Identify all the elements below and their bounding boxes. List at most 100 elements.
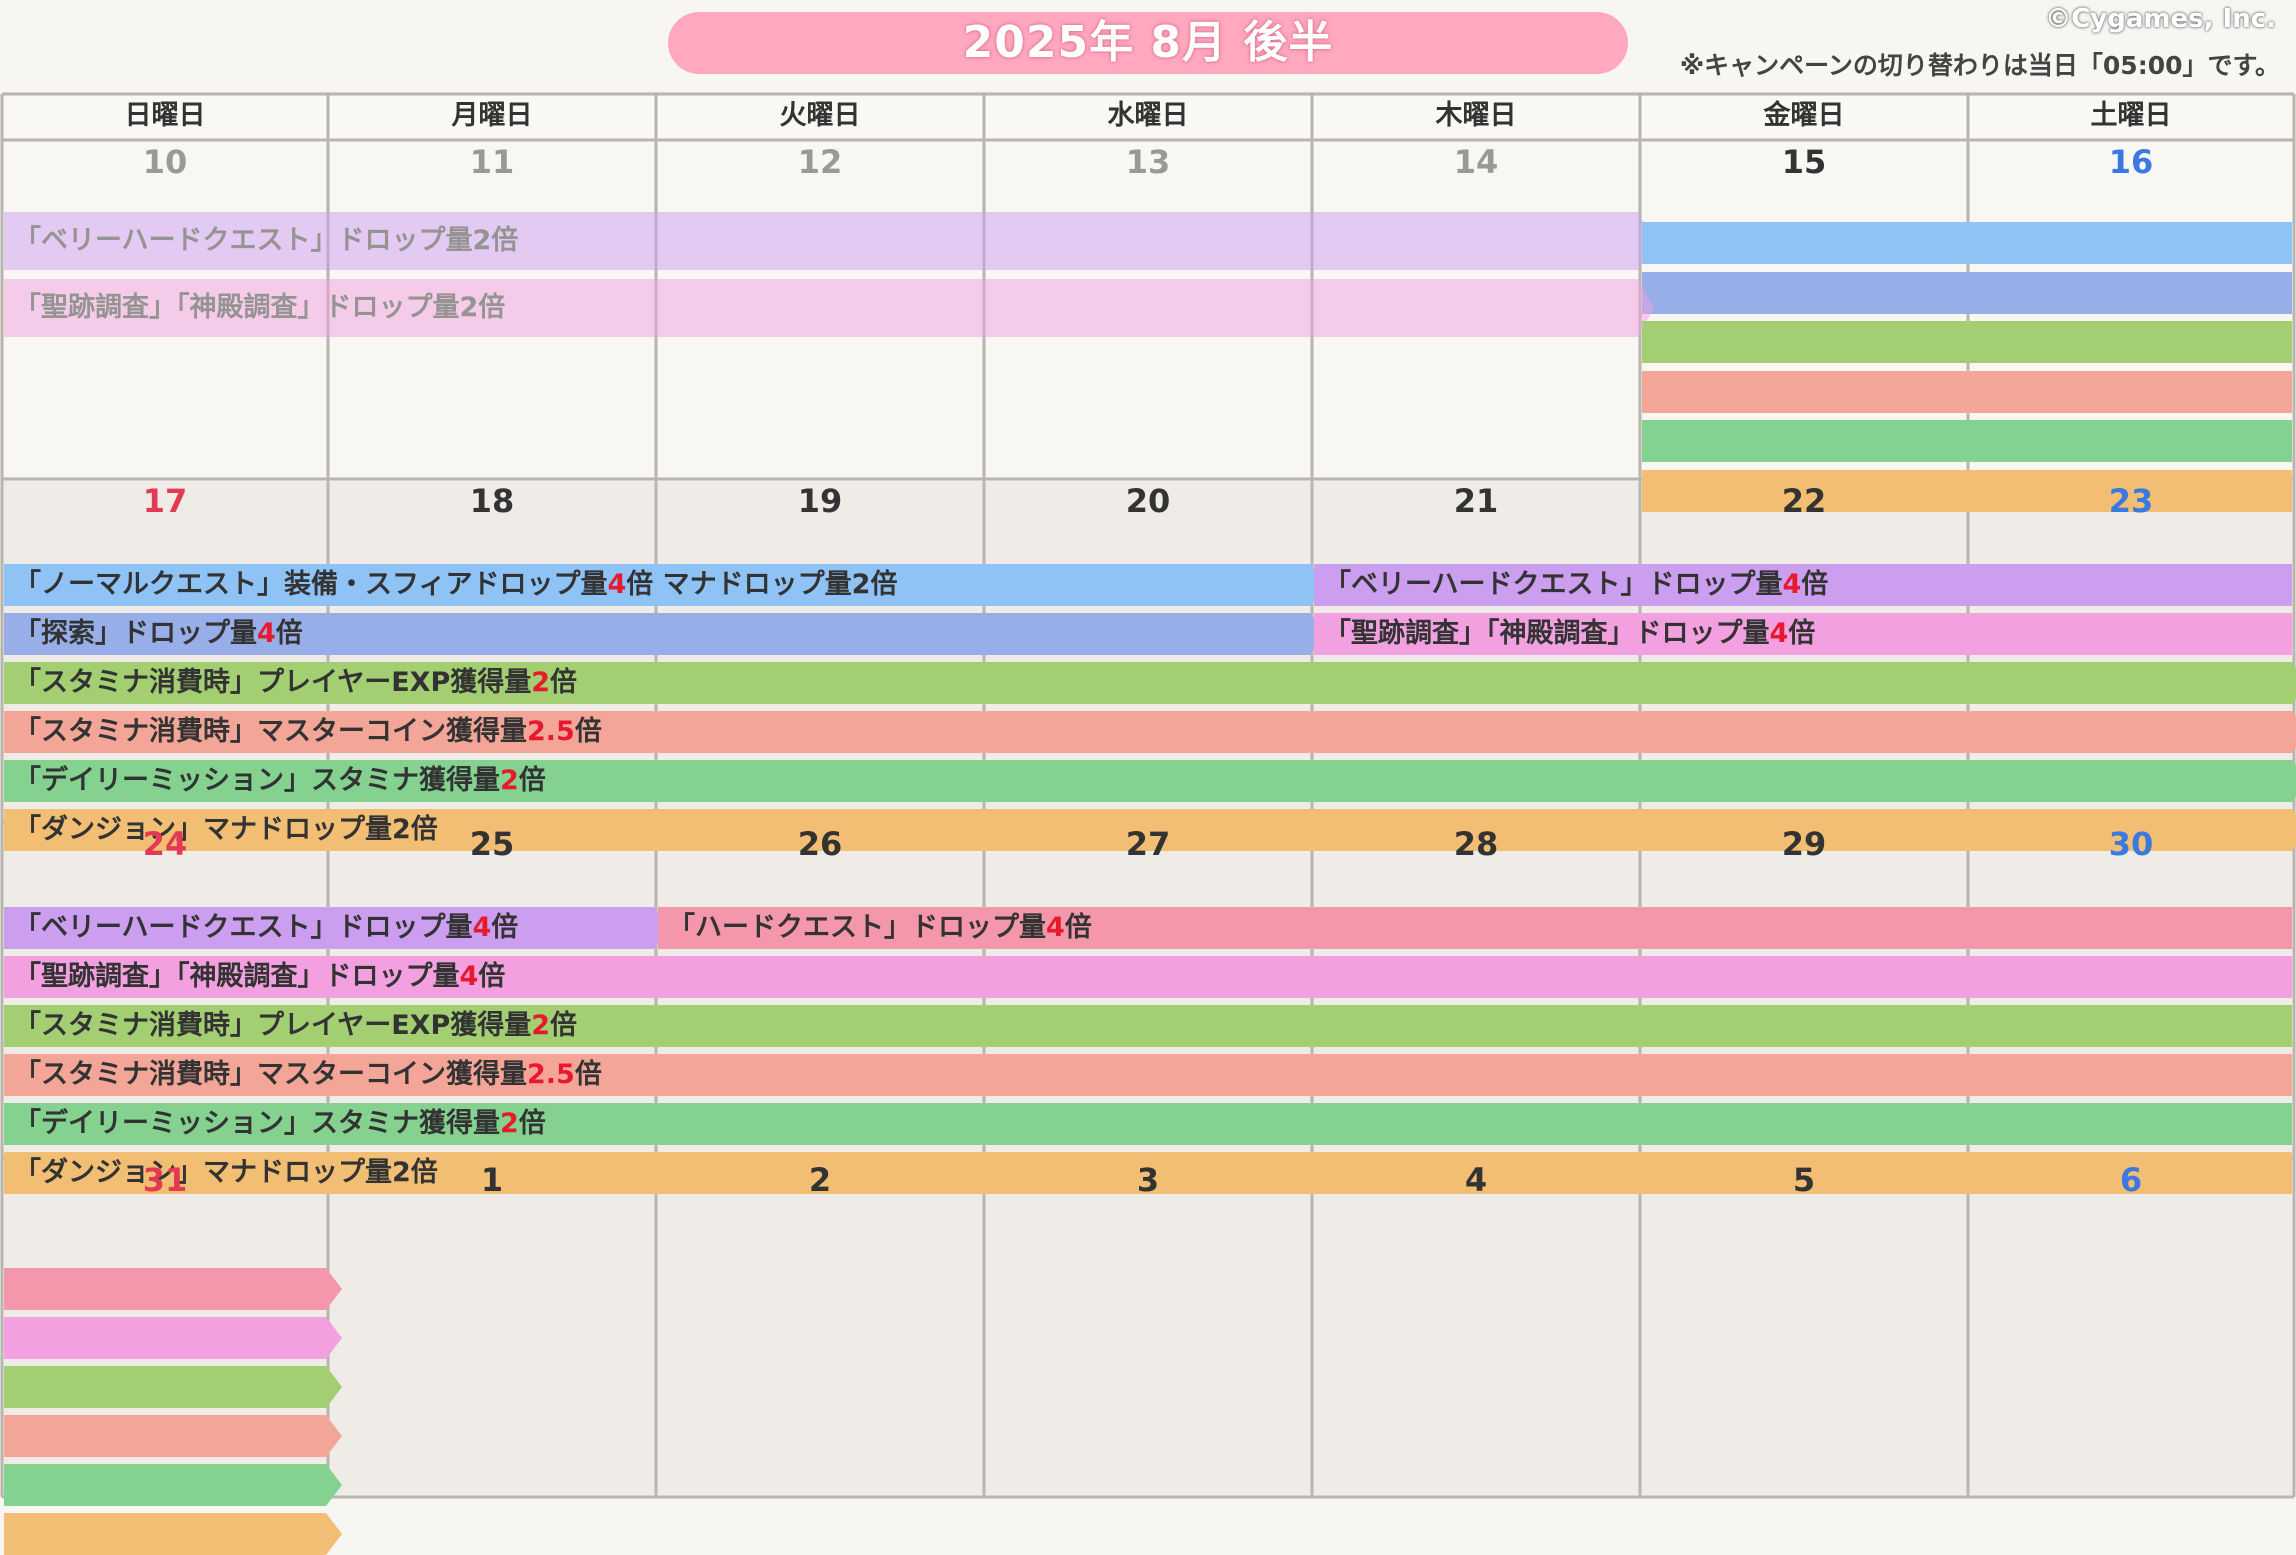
copyright: ©Cygames, Inc. bbox=[2045, 4, 2276, 34]
day-number-19: 19 bbox=[797, 482, 843, 520]
day-number-27: 27 bbox=[1125, 825, 1171, 863]
day-number-11: 11 bbox=[469, 143, 515, 181]
event-label: 「デイリーミッション」スタミナ獲得量 bbox=[14, 765, 500, 796]
day-number-14: 14 bbox=[1453, 143, 1499, 181]
event-bar-veryhard-drop: 「ベリーハードクエスト」ドロップ量4倍 bbox=[4, 907, 670, 949]
event-label: 倍 bbox=[518, 765, 546, 796]
event-bar-seiseki-drop: 「聖跡調査」「神殿調査」ドロップ量4倍 bbox=[4, 956, 2292, 998]
campaign-calendar: 日曜日 月曜日 火曜日 水曜日 木曜日 金曜日 土曜日 10 11 12 13 14 15 16 「ベリー… bbox=[0, 92, 2296, 1555]
day-number-16: 16 bbox=[2108, 143, 2154, 181]
day-number-6: 6 bbox=[2119, 1161, 2143, 1199]
event-bar-stamina-coin: 「スタミナ消費時」マスターコイン獲得量2.5倍 bbox=[4, 1054, 2292, 1096]
event-label: 「聖跡調査」「神殿調査」ドロップ量 bbox=[14, 961, 460, 992]
day-number-5: 5 bbox=[1792, 1161, 1816, 1199]
event-label: 「スタミナ消費時」プレイヤーEXP獲得量 bbox=[14, 667, 532, 698]
event-label: 「スタミナ消費時」プレイヤーEXP獲得量 bbox=[14, 1010, 532, 1041]
weekday-3: 水曜日 bbox=[1107, 100, 1189, 131]
event-bar-seiseki-drop: 「聖跡調査」「神殿調査」ドロップ量4倍 bbox=[1314, 613, 2292, 655]
day-number-23: 23 bbox=[2108, 482, 2154, 520]
weekday-0: 日曜日 bbox=[124, 100, 206, 131]
event-label: 倍 bbox=[518, 1108, 546, 1139]
event-bar-veryhard-continued bbox=[1642, 222, 2292, 264]
event-label: 「ベリーハードクエスト」ドロップ量 bbox=[1324, 569, 1783, 600]
event-bar-coin-continued bbox=[4, 1415, 342, 1457]
multiplier-value: 2 bbox=[531, 667, 551, 698]
event-bar-hard-continued bbox=[4, 1268, 342, 1310]
day-number-12: 12 bbox=[797, 143, 843, 181]
event-bar-stamina-coin: 「スタミナ消費時」マスターコイン獲得量2.5倍 bbox=[4, 711, 2296, 753]
event-bar-seiseki-drop: 「聖跡調査」「神殿調査」ドロップ量2倍 bbox=[4, 279, 1654, 337]
event-label: 「ベリーハードクエスト」ドロップ量2倍 bbox=[14, 225, 519, 256]
event-bar-daily-mission: 「デイリーミッション」スタミナ獲得量2倍 bbox=[4, 760, 2296, 802]
event-label: 「ダンジョン」マナドロップ量2倍 bbox=[14, 1157, 438, 1188]
event-label: 倍 bbox=[478, 961, 506, 992]
event-bar-veryhard-drop: 「ベリーハードクエスト」ドロップ量2倍 bbox=[4, 212, 1654, 270]
event-bar-exp-continued bbox=[4, 1366, 342, 1408]
event-label: 倍 bbox=[1788, 618, 1816, 649]
day-number-15: 15 bbox=[1781, 143, 1827, 181]
day-number-2: 2 bbox=[808, 1161, 832, 1199]
event-bar-dungeon-continued bbox=[4, 1513, 342, 1555]
weekday-5: 金曜日 bbox=[1763, 100, 1845, 131]
multiplier-value: 2 bbox=[500, 1108, 519, 1139]
week-row-bg bbox=[2, 1158, 2294, 1497]
event-label: 「探索」ドロップ量 bbox=[14, 618, 257, 649]
event-label: 倍 bbox=[550, 667, 578, 698]
event-bar-hard-quest-drop: 「ハードクエスト」ドロップ量4倍 bbox=[658, 907, 2292, 949]
event-bar-daily-continued bbox=[1642, 420, 2292, 462]
multiplier-value: 2.5 bbox=[527, 716, 575, 747]
multiplier-value: 4 bbox=[472, 912, 492, 943]
day-number-3: 3 bbox=[1136, 1161, 1160, 1199]
day-number-17: 17 bbox=[142, 482, 188, 520]
event-bar-coin-continued bbox=[1642, 370, 2292, 413]
campaign-switch-note: ※キャンペーンの切り替わりは当日「05:00」です。 bbox=[1679, 51, 2280, 80]
event-bar-dungeon-mana: 「ダンジョン」マナドロップ量2倍 bbox=[4, 1152, 2292, 1194]
event-label: 倍 bbox=[1064, 912, 1092, 943]
event-label: 倍 bbox=[574, 1059, 602, 1090]
event-label: 倍 マナドロップ量2倍 bbox=[626, 569, 898, 600]
weekday-header-bg bbox=[2, 94, 2294, 138]
multiplier-value: 4 bbox=[1769, 618, 1789, 649]
multiplier-value: 2.5 bbox=[527, 1059, 575, 1090]
event-bar-dungeon-continued bbox=[1642, 469, 2292, 512]
day-number-21: 21 bbox=[1453, 482, 1499, 520]
event-label: 「スタミナ消費時」マスターコイン獲得量 bbox=[14, 1059, 527, 1090]
event-label: 倍 bbox=[275, 618, 303, 649]
day-number-4: 4 bbox=[1464, 1161, 1488, 1199]
day-number-18: 18 bbox=[469, 482, 515, 520]
day-number-22: 22 bbox=[1781, 482, 1827, 520]
event-label: 「聖跡調査」「神殿調査」ドロップ量 bbox=[1324, 618, 1770, 649]
multiplier-value: 4 bbox=[459, 961, 479, 992]
event-bar-stamina-exp: 「スタミナ消費時」プレイヤーEXP獲得量2倍 bbox=[4, 1005, 2292, 1047]
day-number-13: 13 bbox=[1125, 143, 1171, 181]
day-number-20: 20 bbox=[1125, 482, 1171, 520]
day-number-24: 24 bbox=[142, 825, 188, 863]
event-label: 「ベリーハードクエスト」ドロップ量 bbox=[14, 912, 473, 943]
day-number-25: 25 bbox=[469, 825, 515, 863]
event-bar-stamina-exp: 「スタミナ消費時」プレイヤーEXP獲得量2倍 bbox=[4, 662, 2296, 704]
day-number-26: 26 bbox=[797, 825, 843, 863]
event-bar-daily-continued bbox=[4, 1464, 342, 1506]
event-label: 倍 bbox=[574, 716, 602, 747]
event-bar-exp-continued bbox=[1642, 321, 2292, 363]
event-label: 倍 bbox=[1801, 569, 1829, 600]
day-number-10: 10 bbox=[142, 143, 188, 181]
event-label: 「聖跡調査」「神殿調査」ドロップ量2倍 bbox=[14, 292, 506, 323]
event-label: 「デイリーミッション」スタミナ獲得量 bbox=[14, 1108, 500, 1139]
multiplier-value: 4 bbox=[257, 618, 276, 649]
event-label: 倍 bbox=[550, 1010, 578, 1041]
event-bar-seiseki-continued bbox=[4, 1317, 342, 1359]
event-bar-veryhard-drop: 「ベリーハードクエスト」ドロップ量4倍 bbox=[1314, 564, 2292, 606]
multiplier-value: 2 bbox=[500, 765, 519, 796]
page-title: 2025年 8月 後半 bbox=[668, 12, 1628, 74]
event-label: 「ノーマルクエスト」装備・スフィアドロップ量 bbox=[14, 569, 608, 600]
weekday-4: 木曜日 bbox=[1435, 100, 1517, 131]
weekday-1: 月曜日 bbox=[451, 100, 533, 131]
event-label: 「スタミナ消費時」マスターコイン獲得量 bbox=[14, 716, 527, 747]
event-bar-normal-quest-drop: 「ノーマルクエスト」装備・スフィアドロップ量4倍 マナドロップ量2倍 bbox=[4, 564, 1326, 606]
multiplier-value: 4 bbox=[607, 569, 627, 600]
multiplier-value: 2 bbox=[531, 1010, 551, 1041]
event-label: 「ハードクエスト」ドロップ量 bbox=[668, 912, 1046, 943]
event-label: 倍 bbox=[491, 912, 519, 943]
day-number-30: 30 bbox=[2108, 825, 2154, 863]
